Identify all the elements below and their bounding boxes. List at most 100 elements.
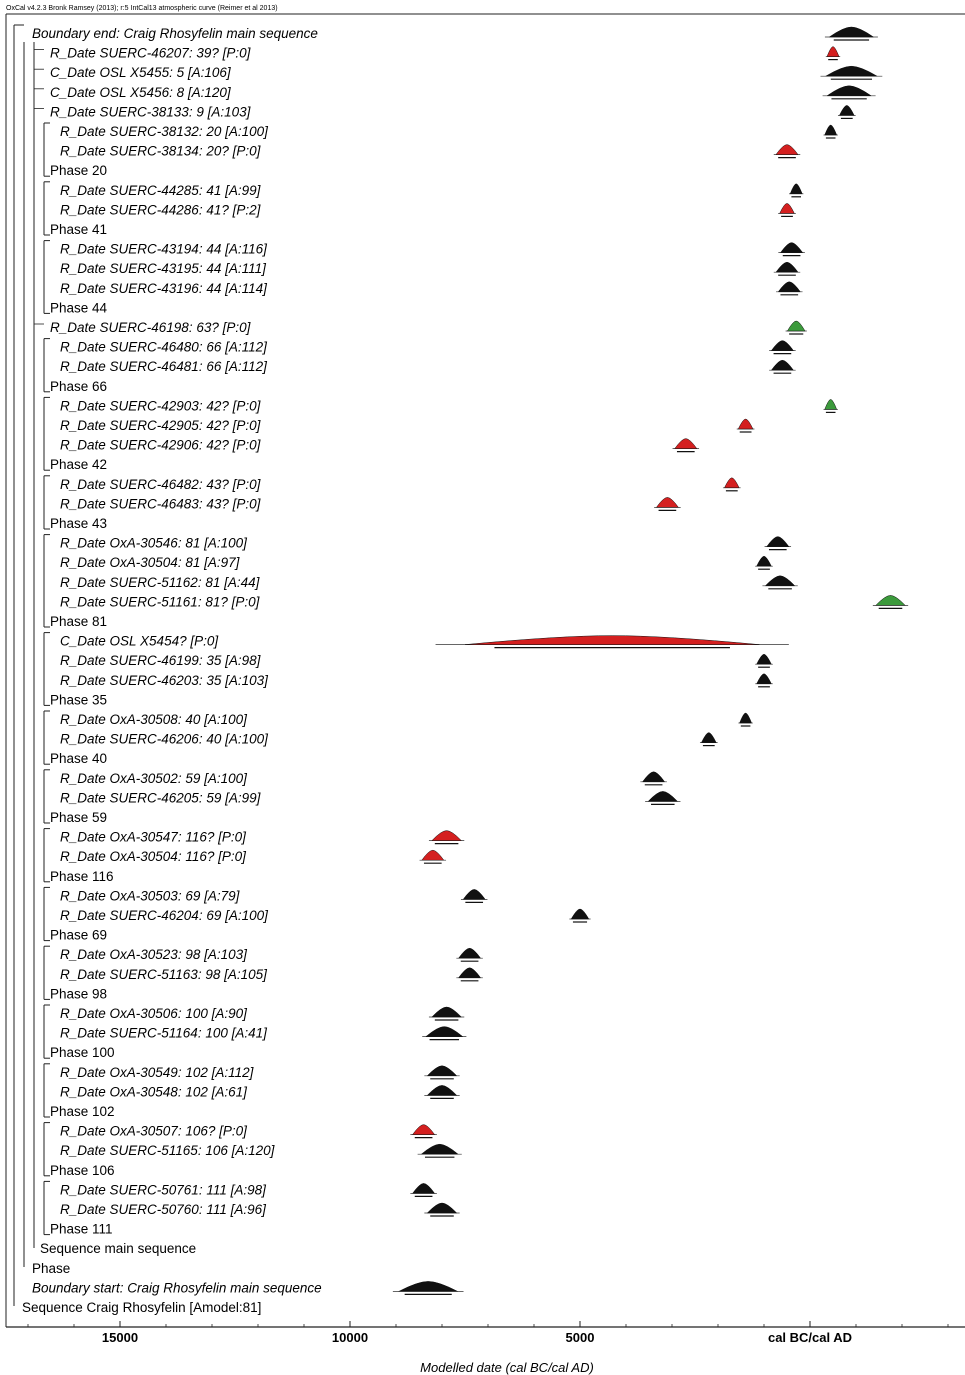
row-label: Phase [32,1261,70,1276]
date-distribution [674,438,698,449]
row-label: R_Date SUERC-51161: 81? [P:0] [60,594,261,609]
date-distribution [756,673,772,685]
date-distribution [789,183,803,195]
row-label: R_Date OxA-30546: 81 [A:100] [60,536,248,551]
row-label: Phase 20 [50,163,107,178]
row-label: Sequence Craig Rhosyfelin [Amodel:81] [22,1300,261,1315]
row-label: R_Date OxA-30506: 100 [A:90] [60,1006,248,1021]
row-label: R_Date SUERC-43196: 44 [A:114] [60,281,268,296]
row-label: R_Date SUERC-46207: 39? [P:0] [50,46,252,61]
row-label: C_Date OSL X5454? [P:0] [60,634,219,649]
row-label: R_Date SUERC-51164: 100 [A:41] [60,1026,268,1041]
row-label: R_Date SUERC-46204: 69 [A:100] [60,908,269,923]
date-distribution [701,732,717,743]
date-distribution [464,635,760,645]
row-label: Phase 116 [50,869,114,884]
date-distribution [839,105,855,116]
date-distribution [426,1085,458,1096]
row-label: Phase 43 [50,516,107,531]
x-axis: 15000 10000 5000 cal BC/cal AD [5,13,965,1345]
row-label: Phase 102 [50,1104,115,1119]
date-distribution [724,477,740,489]
row-label: R_Date OxA-30504: 81 [A:97] [60,555,241,570]
date-distribution [412,1124,436,1135]
date-distribution [828,26,875,38]
row-label: R_Date SUERC-46482: 43? [P:0] [60,477,262,492]
row-label: R_Date OxA-30507: 106? [P:0] [60,1124,248,1139]
row-label: R_Date SUERC-42905: 42? [P:0] [60,418,262,433]
row-label: R_Date SUERC-43195: 44 [A:111] [60,261,267,276]
date-distribution [826,46,840,57]
date-distribution [756,555,772,567]
row-label: C_Date OSL X5455: 5 [A:106] [50,65,232,80]
date-distribution [642,771,666,783]
row-label: Phase 81 [50,614,107,629]
row-label: Phase 98 [50,986,107,1001]
date-distribution [770,340,794,351]
row-label: R_Date OxA-30547: 116? [P:0] [60,830,247,845]
row-label: Phase 106 [50,1163,115,1178]
date-distribution [398,1281,458,1292]
row-label: R_Date OxA-30504: 116? [P:0] [60,849,247,864]
row-label: R_Date OxA-30523: 98 [A:103] [60,947,248,962]
date-distribution [875,595,906,606]
date-distribution [655,497,679,508]
date-distribution [458,947,482,959]
date-distribution [462,889,486,900]
row-label: Boundary end: Craig Rhosyfelin main sequ… [32,26,318,41]
date-distribution [786,320,806,332]
row-label: Phase 41 [50,222,107,237]
row-label: R_Date OxA-30549: 102 [A:112] [60,1065,255,1080]
date-distribution [780,242,804,253]
row-label: Phase 111 [50,1222,113,1237]
date-distribution [824,124,838,136]
row-label: R_Date SUERC-50760: 111 [A:96] [60,1202,267,1217]
date-distribution [775,144,799,155]
date-distribution [570,908,590,920]
marks-layer [392,26,909,1296]
x-tick-label: 10000 [332,1330,368,1345]
date-distribution [775,261,799,273]
row-label: R_Date OxA-30502: 59 [A:100] [60,771,248,786]
row-label: R_Date SUERC-46483: 43? [P:0] [60,496,262,511]
date-distribution [766,536,790,547]
row-label: R_Date SUERC-38134: 20? [P:0] [60,144,262,159]
row-label: R_Date SUERC-46205: 59 [A:99] [60,790,262,805]
rows-layer: Boundary end: Craig Rhosyfelin main sequ… [22,26,322,1315]
row-label: R_Date OxA-30508: 40 [A:100] [60,712,248,727]
date-distribution [779,203,795,214]
date-distribution [647,791,679,802]
row-label: R_Date SUERC-43194: 44 [A:116] [60,242,268,257]
date-distribution [824,399,838,410]
row-label: R_Date OxA-30503: 69 [A:79] [60,888,241,903]
date-distribution [770,359,794,371]
date-distribution [426,1065,458,1077]
date-distribution [739,712,752,724]
row-label: C_Date OSL X5456: 8 [A:120] [50,85,232,100]
row-label: R_Date SUERC-46206: 40 [A:100] [60,732,269,747]
row-label: Phase 35 [50,692,107,707]
row-label: R_Date OxA-30548: 102 [A:61] [60,1084,248,1099]
date-distribution [426,1202,458,1214]
x-tick-label: cal BC/cal AD [768,1330,852,1345]
date-distribution [431,1006,462,1018]
row-label: R_Date SUERC-46198: 63? [P:0] [50,320,252,335]
row-label: R_Date SUERC-44286: 41? [P:2] [60,202,262,217]
date-distribution [824,65,879,77]
date-distribution [425,1026,464,1037]
brackets-layer [13,24,50,1306]
x-tick-label: 5000 [566,1330,595,1345]
x-axis-label: Modelled date (cal BC/cal AD) [420,1360,594,1375]
date-distribution [420,1143,459,1155]
row-label: R_Date SUERC-42903: 42? [P:0] [60,398,262,413]
row-label: R_Date SUERC-38132: 20 [A:100] [60,124,269,139]
row-label: R_Date SUERC-46203: 35 [A:103] [60,673,269,688]
row-label: R_Date SUERC-46481: 66 [A:112] [60,359,268,374]
date-distribution [737,418,754,430]
row-label: Phase 69 [50,928,107,943]
row-label: R_Date SUERC-46199: 35 [A:98] [60,653,262,668]
date-distribution [826,85,872,97]
date-distribution [458,967,482,979]
date-distribution [764,575,796,587]
